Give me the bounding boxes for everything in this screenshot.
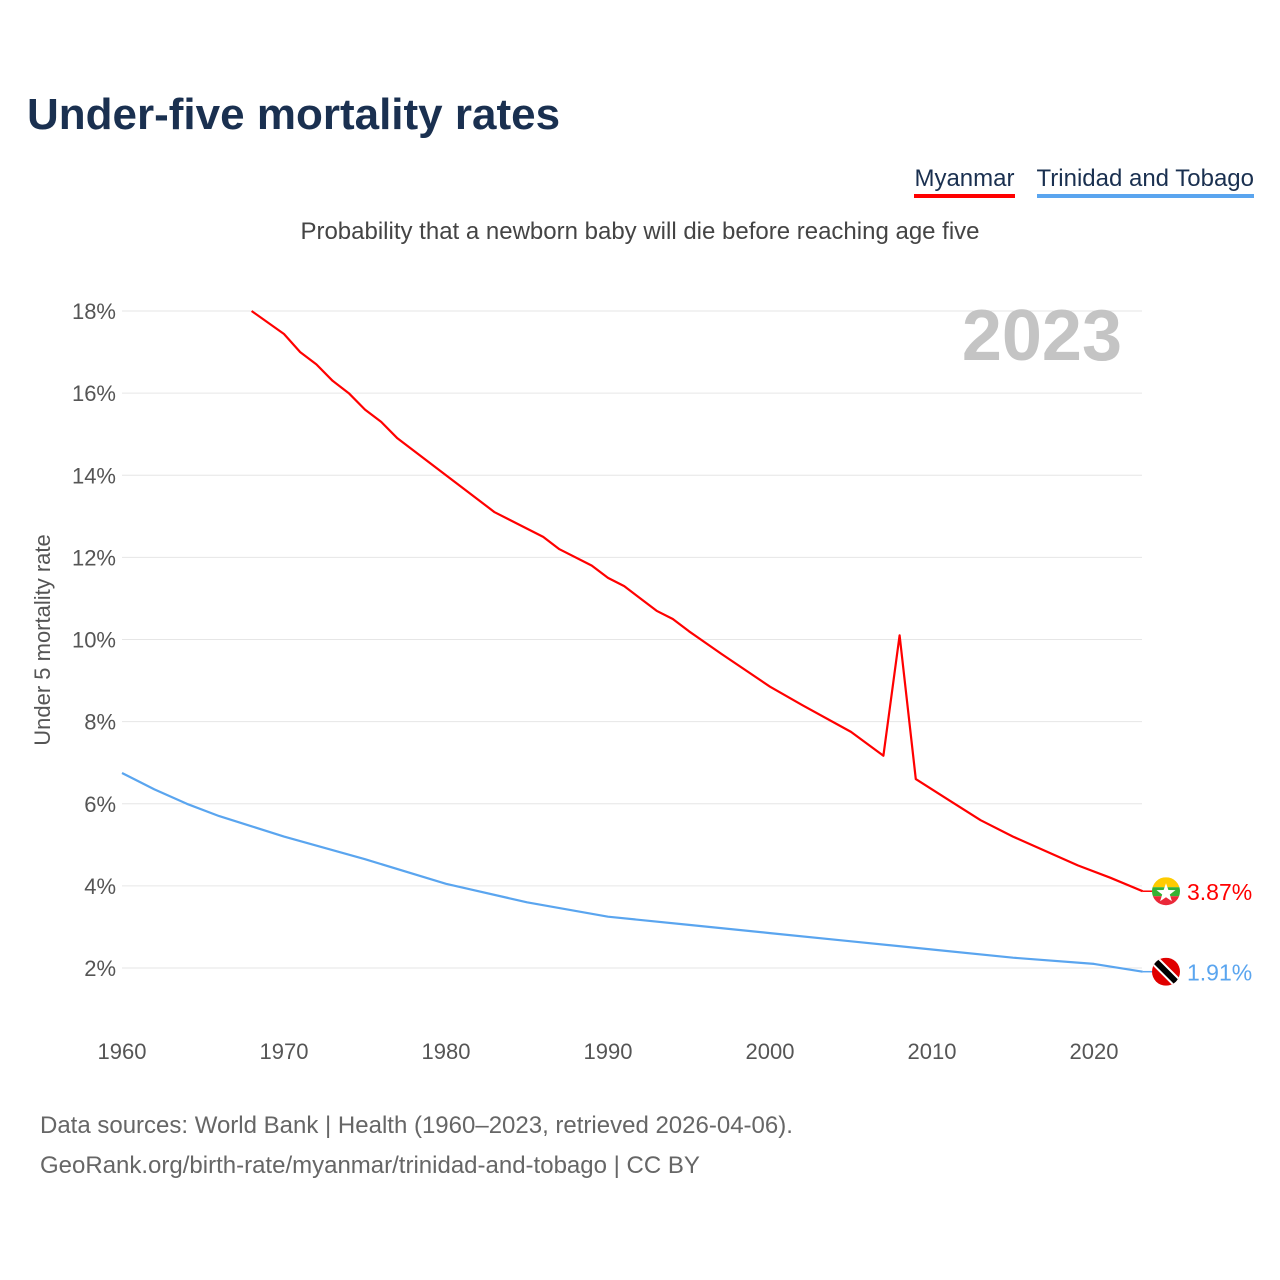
source-note: Data sources: World Bank | Health (1960–… [40, 1106, 793, 1186]
x-tick-label: 1960 [98, 1039, 147, 1064]
myanmar-flag-icon [1152, 877, 1180, 906]
chart-subtitle: Probability that a newborn baby will die… [300, 218, 980, 245]
x-tick-label: 1990 [584, 1039, 633, 1064]
y-tick-label: 14% [72, 463, 116, 488]
x-tick-label: 2000 [746, 1039, 795, 1064]
year-label: 2023 [962, 296, 1122, 376]
legend-item-trinidad[interactable]: Trinidad and Tobago [1036, 165, 1254, 198]
chart-title: Under-five mortality rates [27, 90, 561, 139]
trinidad-flag-icon [1152, 957, 1180, 986]
x-tick-label: 1970 [260, 1039, 309, 1064]
y-tick-label: 6% [84, 792, 116, 817]
end-value-label: 3.87% [1187, 879, 1252, 905]
source-line-2[interactable]: GeoRank.org/birth-rate/myanmar/trinidad-… [40, 1152, 700, 1179]
x-tick-label: 1980 [422, 1039, 471, 1064]
y-tick-label: 10% [72, 628, 116, 653]
series-line-trinidad [121, 772, 1143, 973]
y-tick-label: 16% [72, 381, 116, 406]
y-tick-label: 18% [72, 299, 116, 324]
x-tick-label: 2020 [1070, 1039, 1119, 1064]
y-tick-label: 4% [84, 874, 116, 899]
legend-item-myanmar[interactable]: Myanmar [914, 165, 1015, 198]
end-value-label: 1.91% [1187, 960, 1252, 986]
x-tick-label: 2010 [908, 1039, 957, 1064]
legend: Myanmar Trinidad and Tobago [914, 165, 1254, 198]
y-tick-label: 8% [84, 710, 116, 735]
y-tick-label: 12% [72, 545, 116, 570]
y-tick-label: 2% [84, 956, 116, 981]
source-line-1: Data sources: World Bank | Health (1960–… [40, 1112, 793, 1139]
y-axis-label: Under 5 mortality rate [30, 534, 55, 746]
series-line-myanmar [250, 310, 1144, 893]
